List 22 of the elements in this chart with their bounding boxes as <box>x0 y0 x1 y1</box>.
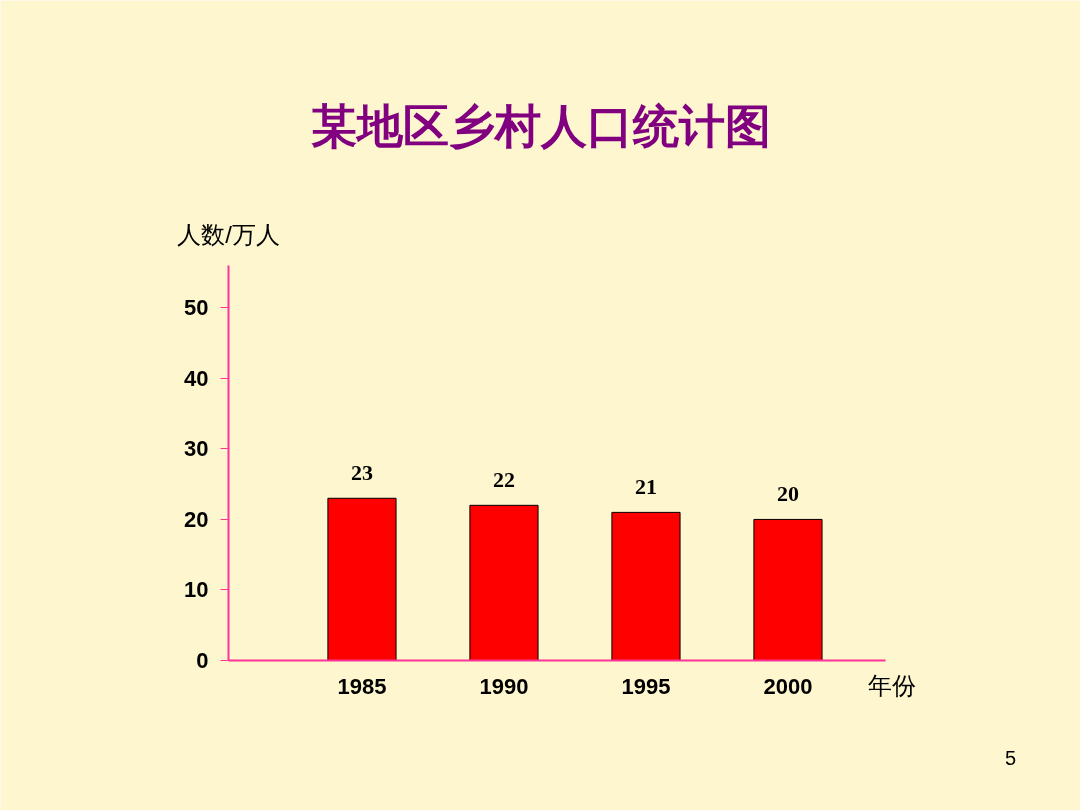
x-tick-label: 1995 <box>621 673 671 699</box>
data-label: 21 <box>634 474 657 500</box>
chart-title: 某地区乡村人口统计图 <box>310 99 771 152</box>
y-tick-label: 10 <box>184 577 209 603</box>
x-tick-label: 1990 <box>479 673 529 699</box>
text: 5 <box>1004 746 1017 769</box>
data-label: 22 <box>492 467 515 493</box>
bar <box>469 504 539 661</box>
y-tick-label: 0 <box>196 648 209 673</box>
y-axis-title: 人数/万人 <box>177 221 280 248</box>
x-axis-title: 年份 <box>867 672 916 699</box>
y-tick-label: 50 <box>184 295 209 321</box>
x-tick-label: 2000 <box>763 673 813 699</box>
bar <box>327 497 397 661</box>
y-tick-label: 20 <box>184 506 209 532</box>
bar <box>611 511 681 661</box>
y-tick-label: 30 <box>184 436 209 462</box>
data-label: 23 <box>350 460 373 486</box>
data-label: 20 <box>776 481 799 507</box>
y-tick-label: 40 <box>184 365 209 391</box>
x-tick-label: 1985 <box>337 673 387 699</box>
bar <box>753 518 823 661</box>
